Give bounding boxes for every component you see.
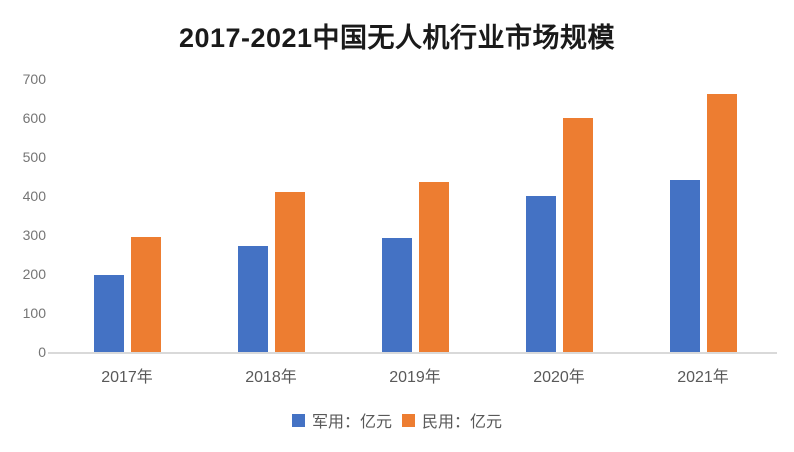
bar-group — [343, 79, 487, 352]
x-axis-line — [48, 352, 777, 354]
y-tick-label: 400 — [22, 188, 46, 204]
bar-civilian — [274, 192, 305, 352]
bar-group — [631, 79, 775, 352]
bar-military — [525, 196, 556, 352]
legend-item-military: 军用：亿元 — [291, 408, 392, 432]
y-tick-label: 600 — [22, 110, 46, 126]
legend-swatch-civilian — [402, 413, 415, 427]
bar-civilian — [130, 237, 161, 352]
x-axis: 2017年 2018年 2019年 2020年 2021年 — [55, 363, 775, 387]
y-tick-label: 700 — [22, 71, 46, 87]
bar-military — [669, 180, 700, 352]
y-tick-label: 300 — [22, 227, 46, 243]
bar-civilian — [418, 182, 449, 352]
legend-swatch-military — [291, 413, 305, 427]
y-tick-label: 500 — [22, 149, 46, 165]
bar-military — [93, 274, 124, 352]
x-axis-label: 2017年 — [101, 369, 153, 386]
y-tick-label: 100 — [22, 305, 46, 321]
x-axis-label: 2021年 — [677, 369, 729, 386]
y-tick-label: 200 — [22, 266, 46, 282]
bar-civilian — [562, 118, 593, 352]
x-axis-label: 2019年 — [389, 369, 441, 386]
plot-area — [55, 79, 775, 352]
chart-title: 2017-2021中国无人机行业市场规模 — [178, 23, 616, 53]
bar-group — [199, 79, 343, 352]
legend-label: 军用：亿元 — [311, 414, 392, 431]
x-axis-label: 2020年 — [533, 369, 585, 386]
x-axis-label: 2018年 — [245, 369, 297, 386]
legend-item-civilian: 民用：亿元 — [402, 408, 502, 432]
bar-group — [55, 79, 199, 352]
bar-military — [381, 238, 412, 352]
bar-military — [237, 245, 268, 352]
legend-label: 民用：亿元 — [422, 414, 503, 431]
bar-civilian — [706, 93, 737, 352]
y-tick-label: 0 — [38, 344, 46, 360]
bar-group — [487, 79, 631, 352]
y-axis: 0 100 200 300 400 500 600 700 — [0, 71, 46, 360]
legend: 军用：亿元 民用：亿元 — [0, 408, 794, 432]
